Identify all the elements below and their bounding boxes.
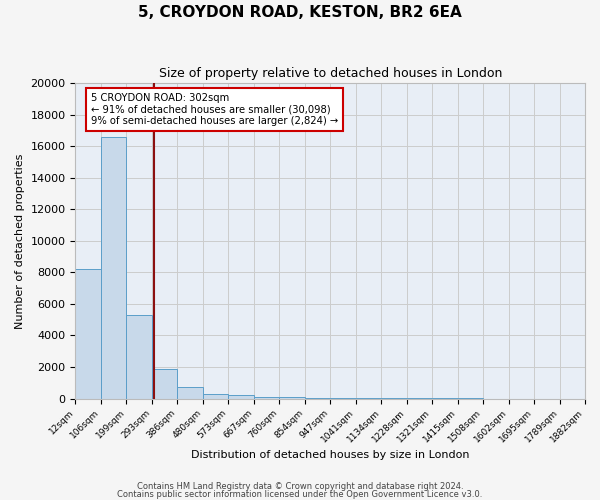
- Text: 5 CROYDON ROAD: 302sqm
← 91% of detached houses are smaller (30,098)
9% of semi-: 5 CROYDON ROAD: 302sqm ← 91% of detached…: [91, 92, 338, 126]
- X-axis label: Distribution of detached houses by size in London: Distribution of detached houses by size …: [191, 450, 469, 460]
- Bar: [152, 370, 178, 398]
- Text: Contains public sector information licensed under the Open Government Licence v3: Contains public sector information licen…: [118, 490, 482, 499]
- Bar: [203, 394, 228, 398]
- Bar: [101, 136, 127, 398]
- Bar: [127, 315, 152, 398]
- Bar: [279, 397, 305, 398]
- Text: 5, CROYDON ROAD, KESTON, BR2 6EA: 5, CROYDON ROAD, KESTON, BR2 6EA: [138, 5, 462, 20]
- Text: Contains HM Land Registry data © Crown copyright and database right 2024.: Contains HM Land Registry data © Crown c…: [137, 482, 463, 491]
- Title: Size of property relative to detached houses in London: Size of property relative to detached ho…: [158, 68, 502, 80]
- Bar: [254, 397, 279, 398]
- Bar: [228, 396, 254, 398]
- Bar: [76, 269, 101, 398]
- Y-axis label: Number of detached properties: Number of detached properties: [15, 153, 25, 328]
- Bar: [178, 386, 203, 398]
